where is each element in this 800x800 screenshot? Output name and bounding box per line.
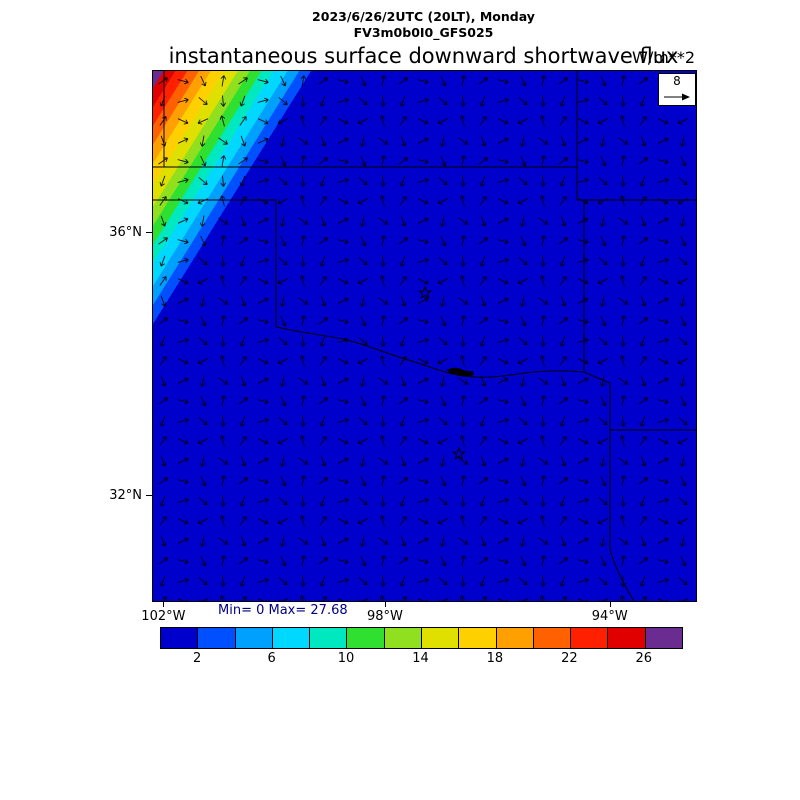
lon-tick-98w xyxy=(385,601,386,607)
plot-datetime: 2023/6/26/2UTC (20LT), Monday xyxy=(312,9,535,24)
lat-tick-32n xyxy=(146,495,152,496)
reference-vector-value: 8 xyxy=(673,74,681,88)
colorbar-segment-2 xyxy=(198,628,235,648)
colorbar-segment-13 xyxy=(608,628,645,648)
colorbar-tick-6: 6 xyxy=(267,651,276,666)
colorbar-segment-9 xyxy=(459,628,496,648)
lon-label-102w: 102°W xyxy=(141,609,186,624)
star-marker-north xyxy=(417,285,433,300)
colorbar-segment-10 xyxy=(496,628,533,648)
plot-units-label: W/m**2 xyxy=(632,48,695,67)
colorbar-segment-6 xyxy=(347,628,384,648)
state-border-lines xyxy=(153,71,696,601)
colorbar-tick-2: 2 xyxy=(193,651,202,666)
colorbar-tick-18: 18 xyxy=(486,651,504,666)
colorbar-tick-22: 22 xyxy=(561,651,578,666)
plot-model-name: FV3m0b0I0_GFS025 xyxy=(353,25,494,40)
colorbar-tick-26: 26 xyxy=(635,651,653,666)
lon-tick-94w xyxy=(610,601,611,607)
colorbar xyxy=(160,627,683,649)
lon-tick-102w xyxy=(163,601,164,607)
lat-label-32n: 32°N xyxy=(109,488,142,503)
colorbar-tick-labels: 2 6 10 14 18 22 26 xyxy=(160,651,681,667)
colorbar-segment-5 xyxy=(310,628,347,648)
lon-label-98w: 98°W xyxy=(366,609,403,624)
lat-tick-36n xyxy=(146,232,152,233)
plot-title: instantaneous surface downward shortwave… xyxy=(168,44,679,68)
colorbar-segment-1 xyxy=(161,628,198,648)
reference-vector-box: 8 xyxy=(658,73,696,106)
reference-vector-arrow-icon xyxy=(664,93,690,101)
colorbar-segment-4 xyxy=(272,628,310,648)
colorbar-segment-11 xyxy=(533,628,571,648)
colorbar-tick-14: 14 xyxy=(412,651,429,666)
colorbar-tick-10: 10 xyxy=(337,651,355,666)
lon-axis-labels: 102°W 98°W 94°W xyxy=(141,609,695,625)
wind-arrows-layer xyxy=(153,71,696,601)
colorbar-segment-8 xyxy=(421,628,459,648)
state-borders-layer xyxy=(153,71,696,601)
lon-label-94w: 94°W xyxy=(591,609,628,624)
colorbar-segment-14 xyxy=(645,628,682,648)
colorbar-segment-3 xyxy=(235,628,272,648)
colorbar-segment-7 xyxy=(384,628,421,648)
map-canvas: 8 xyxy=(152,70,697,602)
lat-label-36n: 36°N xyxy=(109,225,142,240)
min-max-stats: Min= 0 Max= 27.68 xyxy=(218,603,348,618)
city-star-markers xyxy=(417,285,467,461)
colorbar-segment-12 xyxy=(571,628,608,648)
star-marker-south xyxy=(451,446,467,461)
lake-shape xyxy=(447,367,474,377)
